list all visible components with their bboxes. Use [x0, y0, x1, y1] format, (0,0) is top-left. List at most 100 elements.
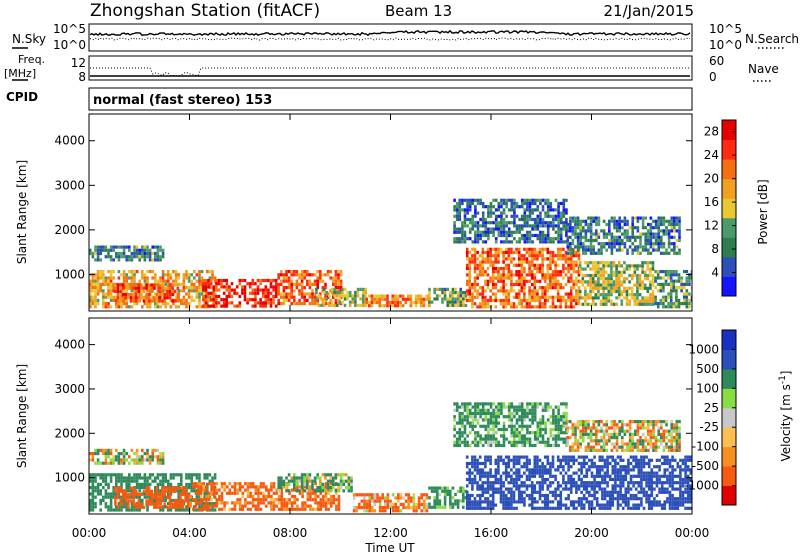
heatmap-cell	[604, 277, 608, 281]
heatmap-cell	[285, 295, 288, 299]
heatmap-cell	[285, 498, 289, 502]
heatmap-cell	[494, 198, 498, 202]
heatmap-cell	[481, 461, 485, 466]
heatmap-cell	[605, 248, 608, 252]
heatmap-cell	[471, 240, 475, 244]
heatmap-cell	[94, 473, 97, 477]
heatmap-cell	[636, 245, 640, 249]
heatmap-cell	[319, 279, 322, 283]
heatmap-cell	[513, 230, 516, 234]
heatmap-cell	[96, 492, 100, 496]
heatmap-cell	[177, 495, 180, 499]
heatmap-cell	[538, 286, 542, 290]
heatmap-cell	[649, 242, 653, 246]
heatmap-cell	[285, 482, 288, 486]
heatmap-cell	[355, 493, 358, 497]
heatmap-cell	[525, 468, 529, 472]
heatmap-cell	[630, 296, 634, 300]
heatmap-cell	[141, 273, 144, 277]
heatmap-cell	[486, 282, 490, 287]
heatmap-cell	[160, 492, 164, 497]
heatmap-cell	[270, 482, 273, 486]
heatmap-cell	[526, 237, 529, 241]
heatmap-cell	[584, 267, 587, 271]
heatmap-cell	[675, 302, 678, 306]
heatmap-cell	[334, 302, 338, 306]
heatmap-cell	[610, 251, 614, 255]
heatmap-cell	[577, 455, 581, 459]
heatmap-cell	[512, 497, 516, 501]
heatmap-cell	[551, 461, 555, 466]
heatmap-cell	[690, 286, 692, 290]
heatmap-cell	[528, 468, 531, 472]
heatmap-cell	[504, 295, 508, 299]
heatmap-cell	[670, 226, 673, 230]
heatmap-cell	[194, 504, 198, 508]
heatmap-cell	[138, 248, 141, 252]
heatmap-cell	[528, 295, 531, 299]
heatmap-cell	[552, 237, 555, 241]
heatmap-cell	[597, 293, 600, 297]
heatmap-cell	[588, 465, 591, 469]
heatmap-cell	[528, 298, 531, 303]
heatmap-cell	[662, 222, 666, 227]
heatmap-cell	[664, 270, 668, 274]
heatmap-cell	[89, 473, 92, 477]
heatmap-cell	[233, 491, 237, 495]
heatmap-cell	[330, 291, 334, 295]
heatmap-cell	[107, 305, 110, 309]
heatmap-cell	[578, 293, 582, 297]
heatmap-cell	[559, 286, 563, 290]
heatmap-cell	[643, 273, 647, 278]
heatmap-cell	[212, 494, 216, 499]
heatmap-cell	[502, 298, 505, 303]
heatmap-cell	[212, 504, 216, 508]
heatmap-cell	[520, 455, 524, 459]
heatmap-cell	[287, 473, 291, 477]
heatmap-cell	[130, 502, 134, 506]
heatmap-cell	[645, 493, 648, 498]
heatmap-cell	[137, 283, 141, 287]
heatmap-cell	[575, 481, 578, 485]
heatmap-cell	[309, 485, 312, 489]
heatmap-cell	[190, 482, 193, 486]
heatmap-cell	[187, 473, 191, 477]
heatmap-cell	[536, 465, 539, 469]
heatmap-cell	[409, 304, 413, 308]
heatmap-cell	[533, 286, 537, 290]
heatmap-cell	[486, 254, 490, 258]
heatmap-cell	[295, 279, 299, 283]
heatmap-cell	[557, 217, 560, 222]
heatmap-cell	[572, 266, 576, 271]
heatmap-cell	[549, 276, 552, 280]
heatmap-cell	[559, 237, 563, 241]
heatmap-cell	[612, 270, 616, 274]
heatmap-cell	[272, 501, 276, 505]
heatmap-cell	[200, 270, 204, 274]
heatmap-cell	[478, 263, 482, 267]
heatmap-cell	[168, 293, 172, 297]
heatmap-cell	[330, 300, 334, 304]
heatmap-cell	[598, 468, 602, 472]
heatmap-cell	[285, 279, 288, 283]
heatmap-cell	[473, 302, 477, 306]
heatmap-cell	[209, 278, 213, 283]
heatmap-cell	[449, 300, 452, 304]
heatmap-cell	[504, 468, 508, 472]
heatmap-cell	[132, 486, 135, 490]
heatmap-cell	[198, 505, 201, 509]
heatmap-cell	[549, 205, 553, 209]
heatmap-cell	[650, 481, 654, 485]
heatmap-cell	[615, 222, 619, 227]
heatmap-cell	[321, 279, 325, 283]
heatmap-cell	[617, 289, 621, 294]
heatmap-cell	[616, 461, 620, 466]
heatmap-cell	[541, 198, 545, 202]
heatmap-cell	[373, 493, 377, 497]
heatmap-cell	[601, 487, 604, 491]
heatmap-cell	[99, 476, 102, 480]
heatmap-cell	[399, 502, 403, 506]
heatmap-cell	[215, 498, 219, 502]
heatmap-cell	[205, 507, 208, 511]
heatmap-cell	[525, 474, 529, 478]
